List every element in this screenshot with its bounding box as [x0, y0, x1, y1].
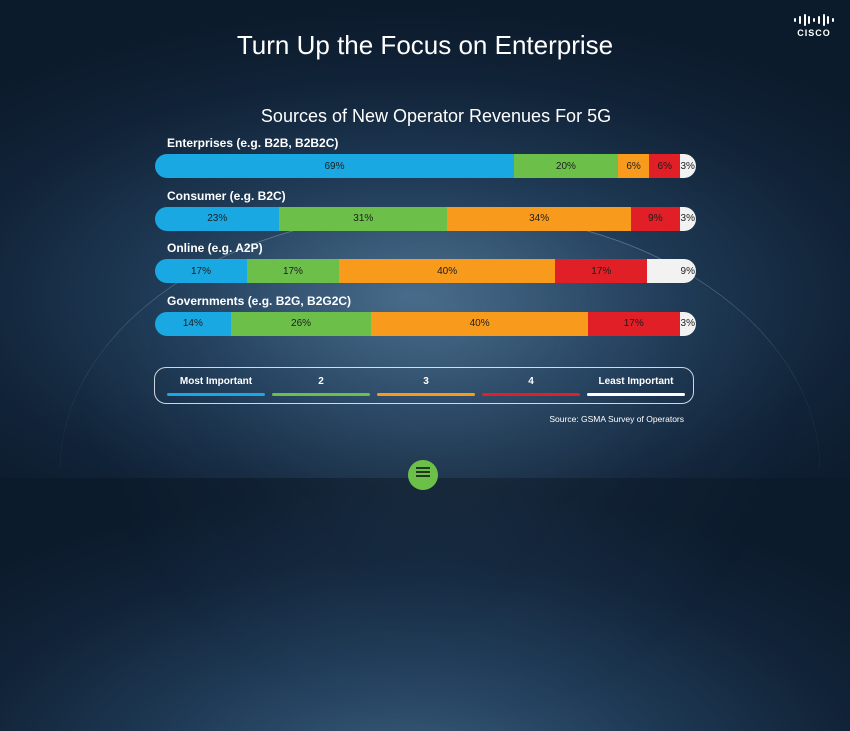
category-label: Consumer (e.g. B2C) — [167, 188, 286, 203]
data-label: 3% — [680, 318, 695, 329]
category-label: Online (e.g. A2P) — [167, 241, 263, 255]
data-label: 17% — [623, 318, 644, 329]
bar-segment: 6% — [617, 154, 650, 178]
bar-segment: 40% — [338, 259, 556, 283]
bar-segment: 17% — [555, 259, 648, 283]
data-label: 20% — [555, 160, 576, 172]
legend-swatch — [167, 393, 265, 396]
legend-label: 2 — [318, 376, 324, 387]
data-label: 31% — [353, 213, 374, 224]
globe-background — [60, 210, 820, 731]
bar-segment: 3% — [679, 206, 696, 231]
legend-item: 2 — [272, 376, 370, 396]
data-label: 17% — [282, 265, 303, 277]
legend-label: Most Important — [179, 376, 253, 387]
bar-segment: 40% — [371, 311, 588, 336]
bar-segment: 6% — [649, 154, 681, 178]
data-label: 3% — [680, 213, 695, 224]
bar-segment: 3% — [680, 154, 696, 178]
bar-segment: 9% — [631, 206, 680, 231]
data-label: 40% — [437, 265, 458, 277]
legend-label: Least Important — [598, 376, 674, 387]
data-label: 26% — [291, 318, 312, 329]
bar-row: 17% 17% 40% 17% 9% — [155, 259, 696, 283]
bar-segment: 20% — [513, 154, 618, 178]
data-label: 3% — [680, 160, 695, 172]
bar-row: 14% 26% 40% 17% 3% — [155, 311, 696, 336]
bar-segment: 17% — [246, 259, 339, 283]
data-label: 14% — [182, 318, 203, 329]
legend-item: 4 — [482, 376, 580, 396]
bar-segment: 31% — [279, 206, 448, 231]
chart-legend: Most Important 2 3 4 Least Important — [154, 367, 694, 404]
legend-swatch — [587, 393, 685, 396]
legend-item: 3 — [377, 376, 475, 396]
data-label: 6% — [626, 160, 641, 172]
bar-segment: 17% — [155, 259, 247, 283]
data-label: 17% — [591, 265, 612, 277]
data-label: 6% — [657, 160, 672, 172]
chart-title: Sources of New Operator Revenues For 5G — [260, 106, 612, 126]
data-label: 34% — [529, 213, 550, 224]
data-label: 23% — [207, 213, 228, 224]
data-label: 9% — [648, 213, 663, 224]
bar-row: 69% 20% 6% 6% 3% — [155, 154, 696, 178]
legend-swatch — [272, 393, 370, 396]
data-label: 40% — [469, 318, 490, 329]
category-label: Governments (e.g. B2G, B2G2C) — [167, 293, 352, 308]
source-note: Source: GSMA Survey of Operators — [549, 414, 684, 424]
bar-segment: 69% — [155, 154, 514, 178]
legend-swatch — [482, 393, 580, 396]
category-label: Enterprises (e.g. B2B, B2B2C) — [167, 136, 339, 150]
bar-segment: 3% — [679, 311, 696, 336]
legend-label: 4 — [528, 376, 534, 387]
bar-segment: 14% — [155, 311, 231, 336]
page-title: Turn Up the Focus on Enterprise — [236, 30, 614, 60]
cisco-logo-bars-icon — [794, 14, 834, 26]
legend-swatch — [377, 393, 475, 396]
bar-row: 23% 31% 34% 9% 3% — [155, 206, 696, 231]
data-label: 9% — [680, 265, 695, 277]
bar-segment: 9% — [647, 259, 696, 283]
legend-item: Most Important — [167, 376, 265, 396]
legend-item: Least Important — [587, 376, 685, 396]
bar-segment: 23% — [155, 206, 280, 231]
hamburger-icon — [416, 467, 430, 469]
bar-segment: 34% — [447, 206, 632, 231]
bar-segment: 26% — [230, 311, 372, 336]
cisco-logo: CISCO — [794, 14, 834, 38]
cisco-logo-text: CISCO — [797, 28, 831, 38]
bar-segment: 17% — [587, 311, 680, 336]
legend-label: 3 — [423, 376, 429, 387]
menu-button[interactable] — [408, 460, 438, 490]
data-label: 69% — [324, 160, 345, 172]
data-label: 17% — [190, 265, 211, 277]
